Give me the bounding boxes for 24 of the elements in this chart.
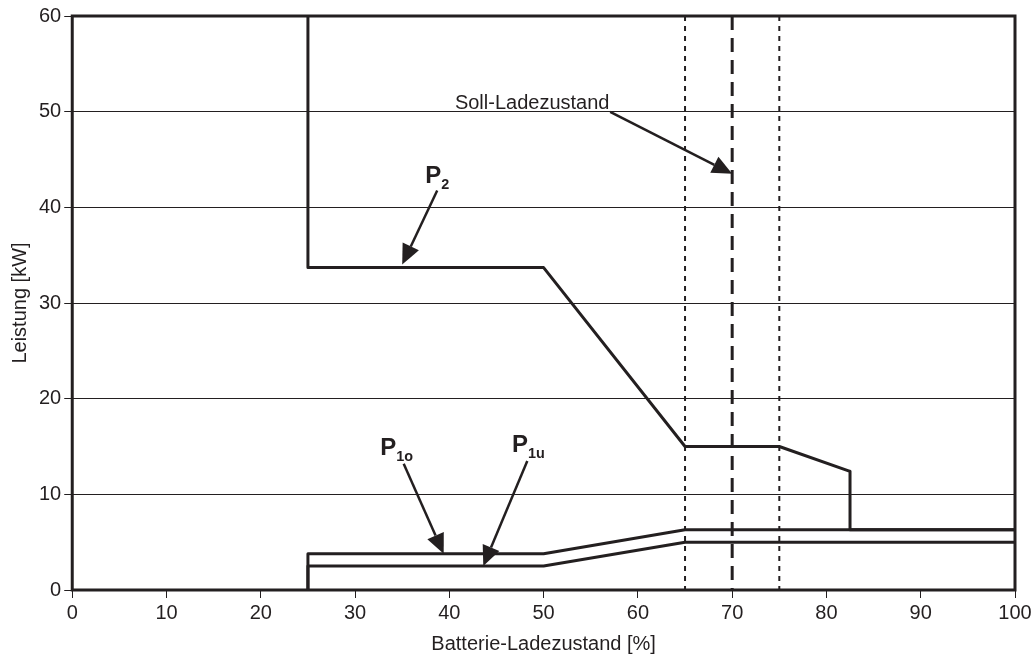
x-tick-label: 70 — [721, 600, 744, 623]
y-tick-label: 0 — [50, 577, 62, 600]
y-tick-label: 50 — [39, 99, 62, 122]
y-axis-title: Leistung [kW] — [7, 242, 30, 364]
y-tick-label: 30 — [39, 290, 62, 313]
x-tick-label: 20 — [249, 600, 272, 623]
x-tick-label: 100 — [998, 600, 1032, 623]
y-tick-label: 40 — [39, 194, 62, 217]
x-axis-title: Batterie-Ladezustand [%] — [431, 631, 656, 654]
annotation: P$_{1o}$ — [380, 432, 414, 464]
x-tick-label: 60 — [626, 600, 650, 623]
y-tick-label: 20 — [39, 386, 62, 409]
annotation: Soll-Ladezustand — [454, 90, 610, 113]
x-tick-label: 90 — [909, 600, 932, 623]
x-tick-label: 30 — [343, 600, 367, 623]
x-tick-label: 80 — [815, 600, 838, 623]
x-tick-label: 50 — [532, 600, 555, 623]
x-tick-label: 0 — [66, 600, 78, 623]
x-tick-label: 10 — [155, 600, 178, 623]
annotation: P$_{1u}$ — [511, 429, 545, 461]
y-tick-label: 10 — [39, 481, 62, 504]
y-tick-label: 60 — [39, 3, 62, 26]
annotation: P$_{2}$ — [425, 160, 450, 192]
x-tick-label: 40 — [438, 600, 461, 623]
